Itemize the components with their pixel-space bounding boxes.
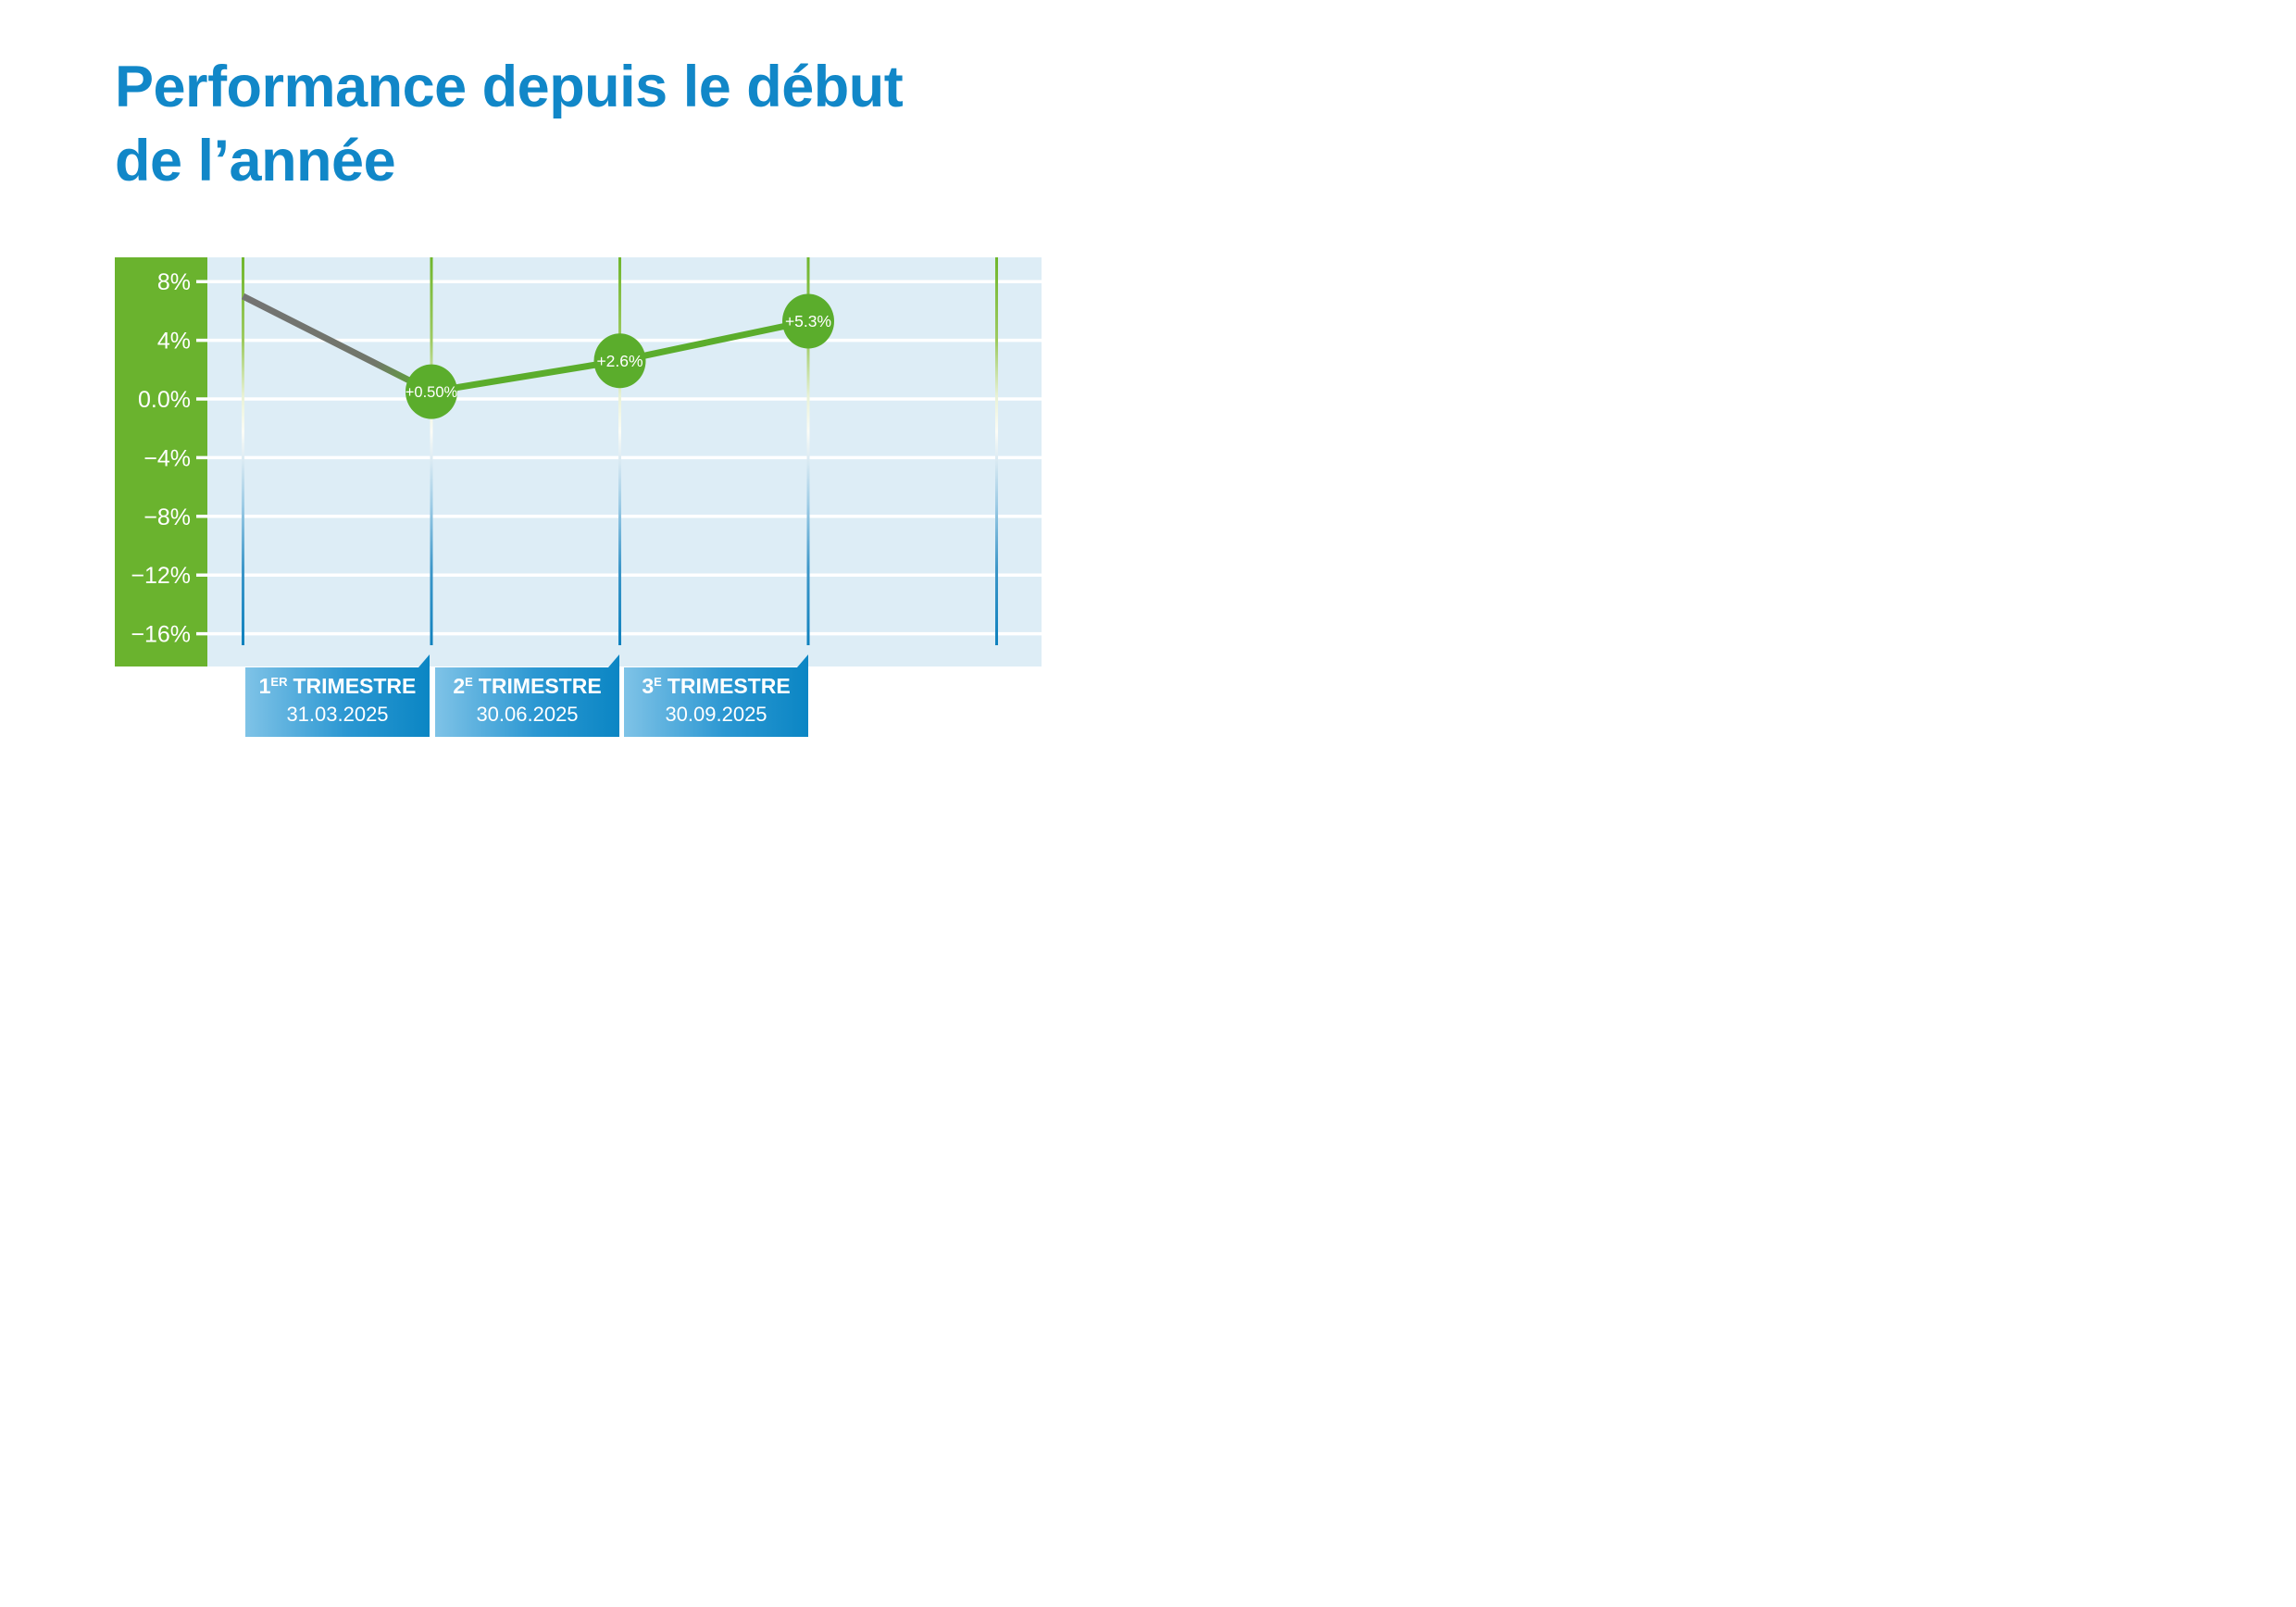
quarter-box-1-date: 31.03.2025 xyxy=(286,703,389,726)
y-tick-label: −16% xyxy=(131,622,191,648)
data-point-label: +5.3% xyxy=(785,312,831,330)
quarter-box-2-date: 30.06.2025 xyxy=(476,703,579,726)
page-title: Performance depuis le début de l’année xyxy=(115,50,904,198)
performance-chart: 8% 4% 0.0% −4% −8% −12% −16% +0.50% +2.6% +5.3% xyxy=(115,257,1042,666)
y-axis-band xyxy=(115,257,207,666)
data-point xyxy=(406,364,457,419)
quarter-box-2-title: 2E TRIMESTRE xyxy=(453,674,602,698)
infographic-page: 8% 4% 0.0% −4% −8% −12% −16% +0.50% +2.6% +5.3% P… xyxy=(0,0,1148,804)
y-tick-label: 8% xyxy=(157,269,191,295)
page-title-line1: Performance depuis le début xyxy=(115,55,904,119)
quarter-ordinal: E xyxy=(654,675,662,689)
data-point-label: +0.50% xyxy=(406,384,458,401)
y-tick-label: 4% xyxy=(157,329,191,355)
y-tick-label: −8% xyxy=(144,505,191,530)
y-tick-label: −12% xyxy=(131,563,191,589)
y-tick-label: 0.0% xyxy=(138,387,191,413)
data-point xyxy=(593,333,646,389)
quarter-word: TRIMESTRE xyxy=(667,674,791,698)
page-title-line2: de l’année xyxy=(115,129,396,193)
quarter-box-2: 2E TRIMESTRE 30.06.2025 xyxy=(435,654,619,737)
quarter-box-3: 3E TRIMESTRE 30.09.2025 xyxy=(624,654,808,737)
y-tick-label: −4% xyxy=(144,445,191,471)
quarter-box-1-title: 1ER TRIMESTRE xyxy=(258,674,417,698)
quarter-word: TRIMESTRE xyxy=(293,674,417,698)
data-point xyxy=(782,293,834,349)
data-point-label: +2.6% xyxy=(596,352,643,370)
quarter-word: TRIMESTRE xyxy=(478,674,602,698)
quarter-box-3-title: 3E TRIMESTRE xyxy=(642,674,791,698)
quarter-ordinal: E xyxy=(465,675,473,689)
quarter-box-1: 1ER TRIMESTRE 31.03.2025 xyxy=(245,654,430,737)
quarter-box-3-date: 30.09.2025 xyxy=(665,703,767,726)
quarter-ordinal: ER xyxy=(270,675,288,689)
line-start-segment xyxy=(241,293,433,395)
plot-area xyxy=(207,257,1042,666)
